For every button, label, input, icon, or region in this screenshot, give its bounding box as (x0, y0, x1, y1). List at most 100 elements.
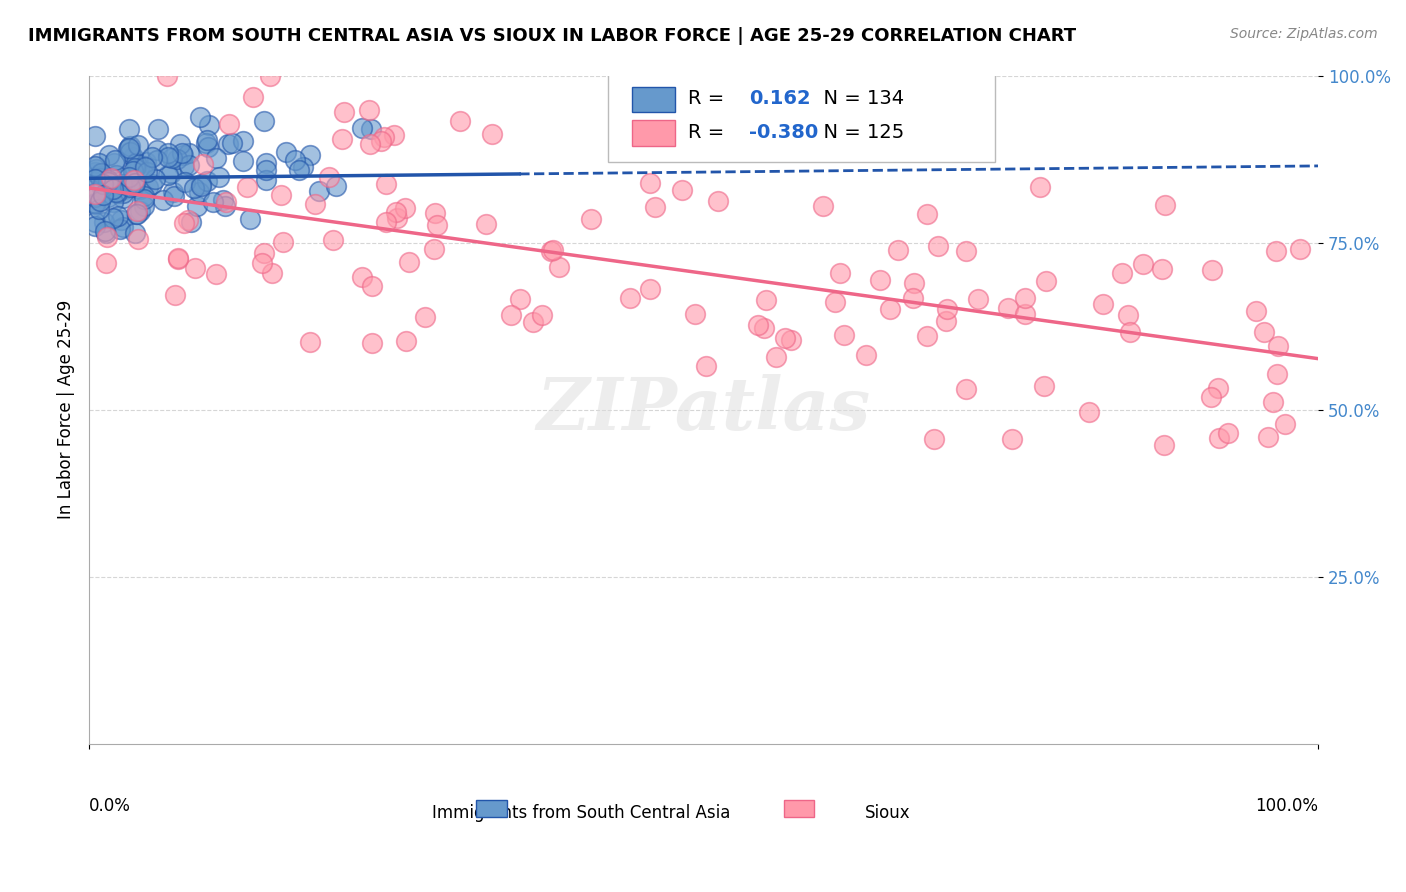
Point (101, 194, 124, 209)
Point (163, 288, 186, 302)
Point (879, 302, 901, 317)
Point (108, 222, 131, 236)
Point (1216, 426, 1239, 441)
Point (284, 153, 307, 167)
Point (145, 153, 167, 168)
Point (110, 213, 132, 227)
Point (1265, 244, 1288, 259)
Point (426, 218, 449, 232)
Point (84, 165, 107, 179)
Point (292, 160, 315, 174)
Point (242, 90, 264, 104)
Point (89, 171, 111, 186)
Point (183, 181, 205, 195)
Point (186, 199, 208, 213)
Point (619, 291, 641, 305)
Point (190, 178, 212, 192)
Point (172, 148, 194, 162)
Point (359, 136, 381, 151)
Point (180, 215, 202, 229)
Point (157, 150, 180, 164)
Point (501, 309, 523, 323)
Point (1014, 291, 1036, 305)
Point (124, 161, 146, 175)
Point (96, 176, 118, 190)
Point (120, 145, 142, 160)
Text: 0.0%: 0.0% (89, 797, 131, 815)
Point (84, 219, 107, 234)
Point (475, 217, 498, 231)
Point (195, 174, 218, 188)
Text: 100.0%: 100.0% (1256, 797, 1319, 815)
Point (1274, 417, 1296, 431)
Point (221, 136, 243, 151)
Point (124, 176, 146, 190)
Point (253, 245, 276, 260)
Point (212, 194, 235, 208)
Point (145, 144, 167, 158)
Point (370, 134, 392, 148)
Point (201, 194, 224, 209)
Text: ZIPatlas: ZIPatlas (537, 374, 870, 445)
Point (330, 132, 353, 146)
Point (105, 168, 128, 182)
Point (84, 161, 107, 176)
Point (1132, 257, 1154, 271)
Point (188, 110, 211, 124)
Point (1014, 307, 1036, 321)
Point (935, 313, 957, 327)
Point (120, 180, 142, 194)
Point (644, 200, 666, 214)
Point (162, 185, 184, 199)
Point (117, 141, 139, 155)
Point (173, 216, 195, 230)
Point (124, 226, 146, 240)
Point (121, 179, 143, 194)
Point (125, 207, 148, 221)
Point (167, 252, 190, 266)
Point (308, 184, 330, 198)
Point (100, 171, 122, 186)
Point (322, 233, 344, 247)
Point (198, 118, 221, 132)
Point (903, 291, 925, 305)
Point (638, 176, 661, 190)
Point (1092, 297, 1115, 311)
Point (217, 137, 239, 152)
Point (84, 186, 107, 201)
Point (89, 202, 111, 216)
Point (423, 242, 446, 256)
Point (1201, 263, 1223, 277)
Point (232, 135, 254, 149)
Point (167, 251, 190, 265)
Point (105, 186, 128, 201)
Point (197, 139, 219, 153)
Point (423, 205, 446, 219)
Point (1208, 430, 1230, 444)
FancyBboxPatch shape (633, 120, 675, 145)
Point (707, 194, 730, 208)
Point (695, 359, 717, 373)
Point (84, 128, 107, 143)
Point (254, 156, 277, 170)
Point (101, 211, 124, 226)
Point (122, 164, 145, 178)
Text: R =: R = (688, 123, 730, 142)
Point (127, 232, 149, 246)
Point (967, 293, 990, 307)
Point (541, 244, 564, 258)
Point (1289, 243, 1312, 257)
Point (232, 153, 254, 168)
Point (360, 335, 382, 350)
Point (685, 307, 707, 321)
Point (132, 159, 155, 173)
Point (174, 175, 197, 189)
Point (195, 133, 218, 147)
Point (84, 190, 107, 204)
Point (540, 244, 562, 259)
Point (1035, 274, 1057, 288)
Point (239, 212, 262, 227)
Point (214, 198, 236, 212)
Point (89, 156, 111, 170)
Point (832, 328, 855, 343)
